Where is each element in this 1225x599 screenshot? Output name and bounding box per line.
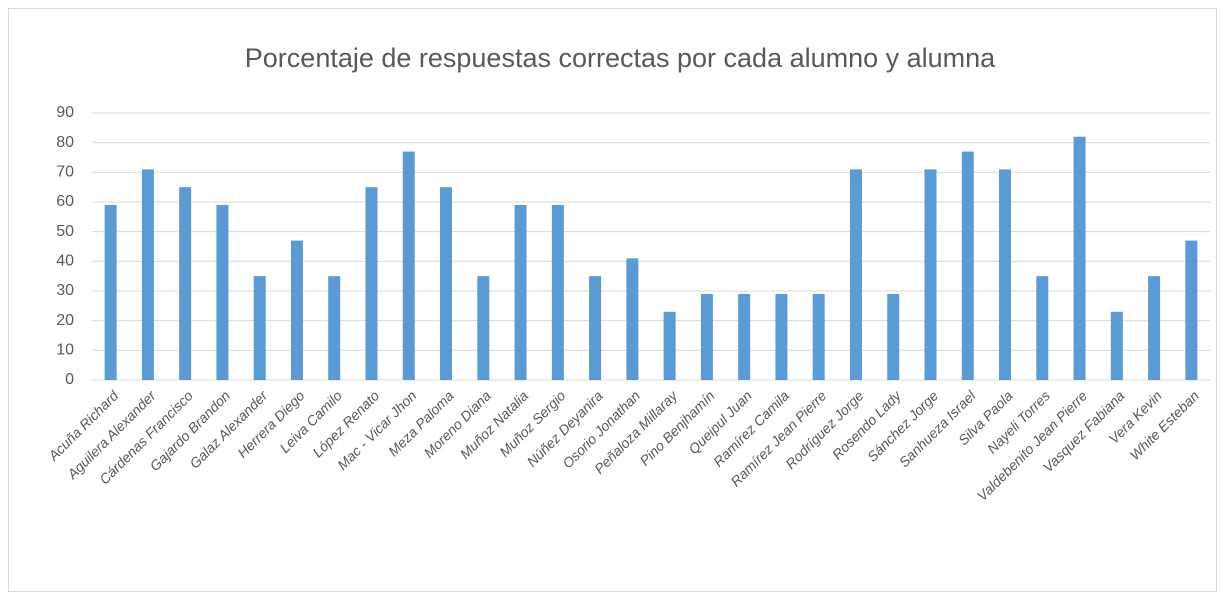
bar — [514, 204, 527, 380]
bar — [551, 204, 564, 380]
y-tick-label: 50 — [56, 223, 74, 240]
y-tick-label: 10 — [56, 342, 74, 359]
bar — [626, 258, 639, 380]
bar — [104, 204, 117, 380]
bar — [961, 151, 974, 380]
bar — [1148, 276, 1161, 380]
bar — [253, 276, 266, 380]
bar — [365, 187, 378, 380]
bar — [1185, 240, 1198, 380]
chart-title: Porcentaje de respuestas correctas por c… — [245, 43, 996, 73]
bar — [1110, 311, 1123, 380]
bar — [849, 169, 862, 380]
bar — [589, 276, 602, 380]
bar — [402, 151, 415, 380]
y-tick-label: 0 — [65, 371, 74, 388]
y-tick-label: 20 — [56, 312, 74, 329]
bar — [328, 276, 341, 380]
bar — [440, 187, 453, 380]
bar — [179, 187, 192, 380]
bar — [663, 311, 676, 380]
bar — [812, 293, 825, 380]
y-tick-label: 60 — [56, 193, 74, 210]
bar — [700, 293, 713, 380]
chart-border — [8, 8, 1217, 592]
bar — [887, 293, 900, 380]
bar — [924, 169, 937, 380]
bar — [775, 293, 788, 380]
bar — [477, 276, 490, 380]
y-tick-label: 40 — [56, 253, 74, 270]
bar — [141, 169, 154, 380]
y-tick-label: 70 — [56, 164, 74, 181]
y-tick-label: 90 — [56, 104, 74, 121]
bar — [999, 169, 1012, 380]
bar — [290, 240, 303, 380]
y-tick-label: 80 — [56, 134, 74, 151]
bar — [216, 204, 229, 380]
bar — [738, 293, 751, 380]
bar — [1036, 276, 1049, 380]
y-tick-label: 30 — [56, 282, 74, 299]
bar — [1073, 136, 1086, 380]
